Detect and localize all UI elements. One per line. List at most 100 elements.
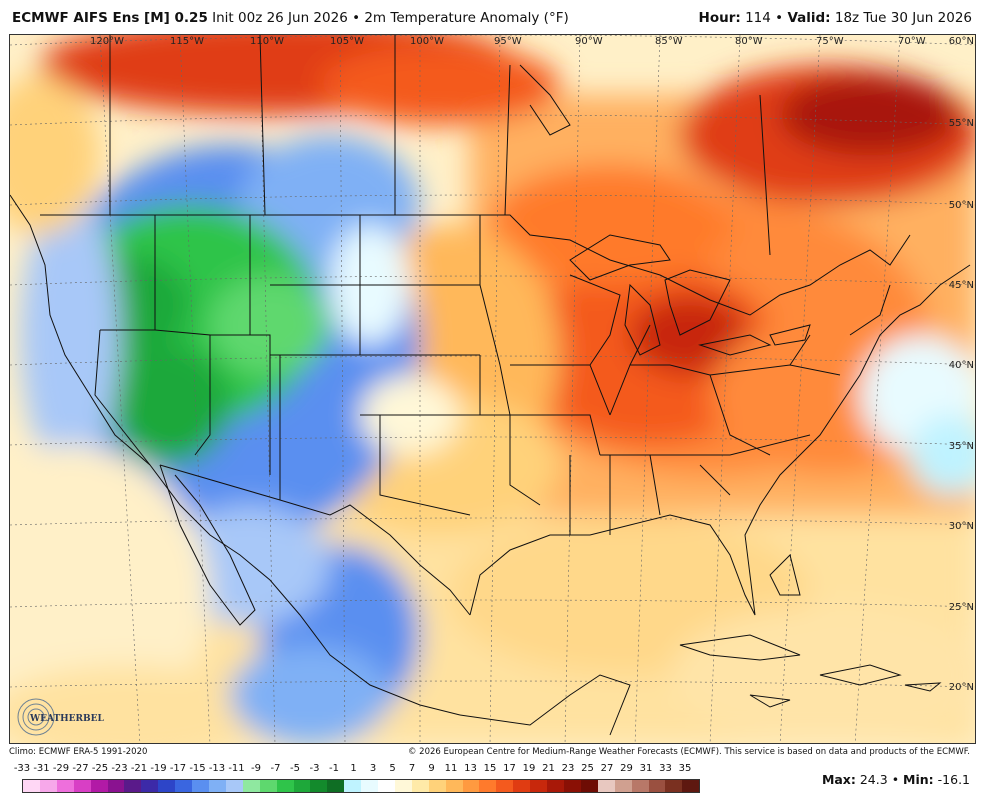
lat-label: 20°N	[949, 682, 974, 693]
colorbar-tick-label: 5	[389, 763, 396, 774]
valid-info: Hour: 114 • Valid: 18z Tue 30 Jun 2026	[699, 10, 972, 26]
max-min-stats: Max: 24.3 • Min: -16.1	[822, 772, 970, 787]
lon-label: 95°W	[494, 36, 522, 47]
weatherbell-logo: WEATHERBELL	[17, 698, 104, 736]
colorbar-swatch	[141, 780, 159, 792]
colorbar-swatch	[242, 780, 260, 792]
colorbar-labels: -33 -31 -29 -27 -25 -23 -21 -19 -17 -15 -13 -11 -9 -7…	[12, 763, 712, 777]
lon-label: 85°W	[655, 36, 683, 47]
colorbar-swatch	[39, 780, 57, 792]
colorbar-tick-label: -29	[52, 763, 70, 774]
max-label: Max:	[821, 772, 856, 787]
anomaly-map[interactable]: 120°W 115°W 110°W 105°W 100°W 95°W 90°W …	[9, 34, 976, 744]
lon-label: 75°W	[816, 36, 844, 47]
colorbar-tick-label: 29	[620, 763, 633, 774]
separator: •	[891, 772, 900, 787]
colorbar-tick-label: -3	[309, 763, 320, 774]
colorbar-tick-label: -5	[290, 763, 300, 774]
separator: •	[352, 10, 361, 26]
colorbar-swatch	[394, 780, 412, 792]
lat-label: 40°N	[949, 360, 974, 371]
init-time: Init 00z 26 Jun 2026	[212, 10, 348, 26]
lon-label: 105°W	[330, 36, 364, 47]
lat-label: 35°N	[949, 441, 974, 452]
colorbar-swatch	[496, 780, 514, 792]
colorbar-swatch	[530, 780, 548, 792]
colorbar-swatch	[225, 780, 243, 792]
colorbar-swatch	[378, 780, 395, 792]
colorbar-tick-label: -7	[270, 763, 281, 774]
colorbar-swatch	[597, 780, 615, 792]
map-title: ECMWF AIFS Ens [M] 0.25 Init 00z 26 Jun …	[12, 10, 569, 26]
lon-label: 80°W	[735, 36, 763, 47]
graticule	[10, 35, 975, 743]
colorbar-swatch	[648, 780, 666, 792]
colorbar-tick-label: 21	[542, 763, 555, 774]
colorbar-swatch	[462, 780, 480, 792]
colorbar-swatch	[327, 780, 345, 792]
colorbar-swatch	[411, 780, 429, 792]
lon-label: 115°W	[170, 36, 204, 47]
colorbar-tick-label: 9	[428, 763, 435, 774]
copyright-note: © 2026 European Centre for Medium-Range …	[407, 747, 970, 757]
colorbar-tick-label: 1	[350, 763, 357, 774]
colorbar	[22, 779, 700, 793]
colorbar-tick-label: -31	[33, 763, 50, 774]
boundaries	[10, 35, 971, 736]
colorbar-swatch	[23, 780, 40, 792]
lat-label: 30°N	[949, 521, 974, 532]
colorbar-tick-label: 7	[408, 763, 416, 774]
colorbar-tick-label: 15	[483, 763, 497, 774]
colorbar-swatch	[344, 780, 362, 792]
colorbar-swatch	[479, 780, 497, 792]
colorbar-swatch	[259, 780, 277, 792]
colorbar-tick-label: -23	[111, 763, 128, 774]
lon-label: 100°W	[410, 36, 444, 47]
lat-label: 25°N	[949, 602, 974, 613]
colorbar-tick-label: -25	[91, 763, 109, 774]
colorbar-tick-label: -19	[150, 763, 167, 774]
colorbar-swatch	[73, 780, 91, 792]
colorbar-swatch	[513, 780, 531, 792]
colorbar-tick-label: 17	[503, 763, 516, 774]
hour-label: Hour:	[698, 10, 741, 26]
model-name: ECMWF AIFS Ens [M] 0.25	[12, 10, 208, 26]
colorbar-swatch	[445, 780, 463, 792]
latitude-labels: 60°N 55°N 50°N 45°N 40°N 35°N 30°N 25°N …	[949, 36, 974, 693]
lon-label: 110°W	[250, 36, 284, 47]
colorbar-tick-label: 25	[581, 763, 594, 774]
colorbar-tick-label: -1	[329, 763, 339, 774]
colorbar-tick-label: 3	[369, 763, 377, 774]
lat-label: 45°N	[949, 280, 974, 291]
colorbar-swatch	[631, 780, 649, 792]
longitude-labels: 120°W 115°W 110°W 105°W 100°W 95°W 90°W …	[90, 36, 926, 47]
lon-label: 120°W	[90, 36, 124, 47]
colorbar-tick-label: -27	[72, 763, 89, 774]
colorbar-swatch	[564, 780, 581, 792]
lon-label: 90°W	[575, 36, 603, 47]
min-value: -16.1	[937, 772, 970, 787]
colorbar-swatch	[158, 780, 176, 792]
colorbar-swatch	[192, 780, 209, 792]
colorbar-swatch	[665, 780, 683, 792]
colorbar-swatch	[682, 780, 700, 792]
colorbar-tick-label: 27	[600, 763, 614, 774]
colorbar-tick-label: 13	[464, 763, 477, 774]
min-label: Min:	[903, 772, 934, 787]
colorbar-swatch	[428, 780, 446, 792]
colorbar-swatch	[310, 780, 328, 792]
colorbar-tick-label: -33	[13, 763, 31, 774]
colorbar-tick-label: -13	[208, 763, 226, 774]
colorbar-tick-label: 33	[659, 763, 672, 774]
lat-label: 55°N	[949, 118, 974, 129]
colorbar-swatch	[614, 780, 632, 792]
footer: Climo: ECMWF ERA-5 1991-2020 © 2026 Euro…	[0, 744, 984, 760]
colorbar-tick-label: -17	[169, 763, 187, 774]
lon-label: 70°W	[898, 36, 926, 47]
hour-value: 114	[745, 10, 771, 26]
colorbar-tick-label: 23	[561, 763, 575, 774]
max-value: 24.3	[859, 772, 888, 787]
logo-text: WEATHERBELL	[29, 714, 104, 724]
colorbar-tick-label: -9	[251, 763, 261, 774]
climo-note: Climo: ECMWF ERA-5 1991-2020	[9, 747, 148, 757]
